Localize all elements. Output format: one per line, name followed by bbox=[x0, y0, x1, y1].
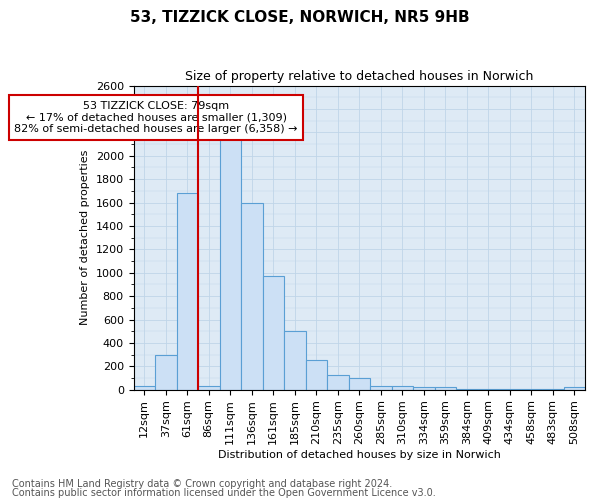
Bar bbox=[456, 389, 478, 390]
Bar bbox=[478, 389, 499, 390]
Bar bbox=[370, 386, 392, 390]
Bar bbox=[392, 386, 413, 390]
Bar bbox=[133, 386, 155, 390]
Bar bbox=[176, 193, 198, 390]
Title: Size of property relative to detached houses in Norwich: Size of property relative to detached ho… bbox=[185, 70, 533, 83]
Bar bbox=[241, 202, 263, 390]
Bar bbox=[198, 386, 220, 390]
Bar bbox=[349, 378, 370, 390]
Text: 53, TIZZICK CLOSE, NORWICH, NR5 9HB: 53, TIZZICK CLOSE, NORWICH, NR5 9HB bbox=[130, 10, 470, 25]
X-axis label: Distribution of detached houses by size in Norwich: Distribution of detached houses by size … bbox=[218, 450, 500, 460]
Text: Contains public sector information licensed under the Open Government Licence v3: Contains public sector information licen… bbox=[12, 488, 436, 498]
Text: 53 TIZZICK CLOSE: 79sqm
← 17% of detached houses are smaller (1,309)
82% of semi: 53 TIZZICK CLOSE: 79sqm ← 17% of detache… bbox=[14, 101, 298, 134]
Bar bbox=[284, 331, 305, 390]
Y-axis label: Number of detached properties: Number of detached properties bbox=[80, 150, 90, 326]
Bar bbox=[563, 388, 585, 390]
Bar bbox=[413, 388, 434, 390]
Bar bbox=[434, 388, 456, 390]
Bar bbox=[305, 360, 327, 390]
Bar bbox=[263, 276, 284, 390]
Bar bbox=[327, 375, 349, 390]
Text: Contains HM Land Registry data © Crown copyright and database right 2024.: Contains HM Land Registry data © Crown c… bbox=[12, 479, 392, 489]
Bar bbox=[155, 354, 176, 390]
Bar bbox=[220, 140, 241, 390]
